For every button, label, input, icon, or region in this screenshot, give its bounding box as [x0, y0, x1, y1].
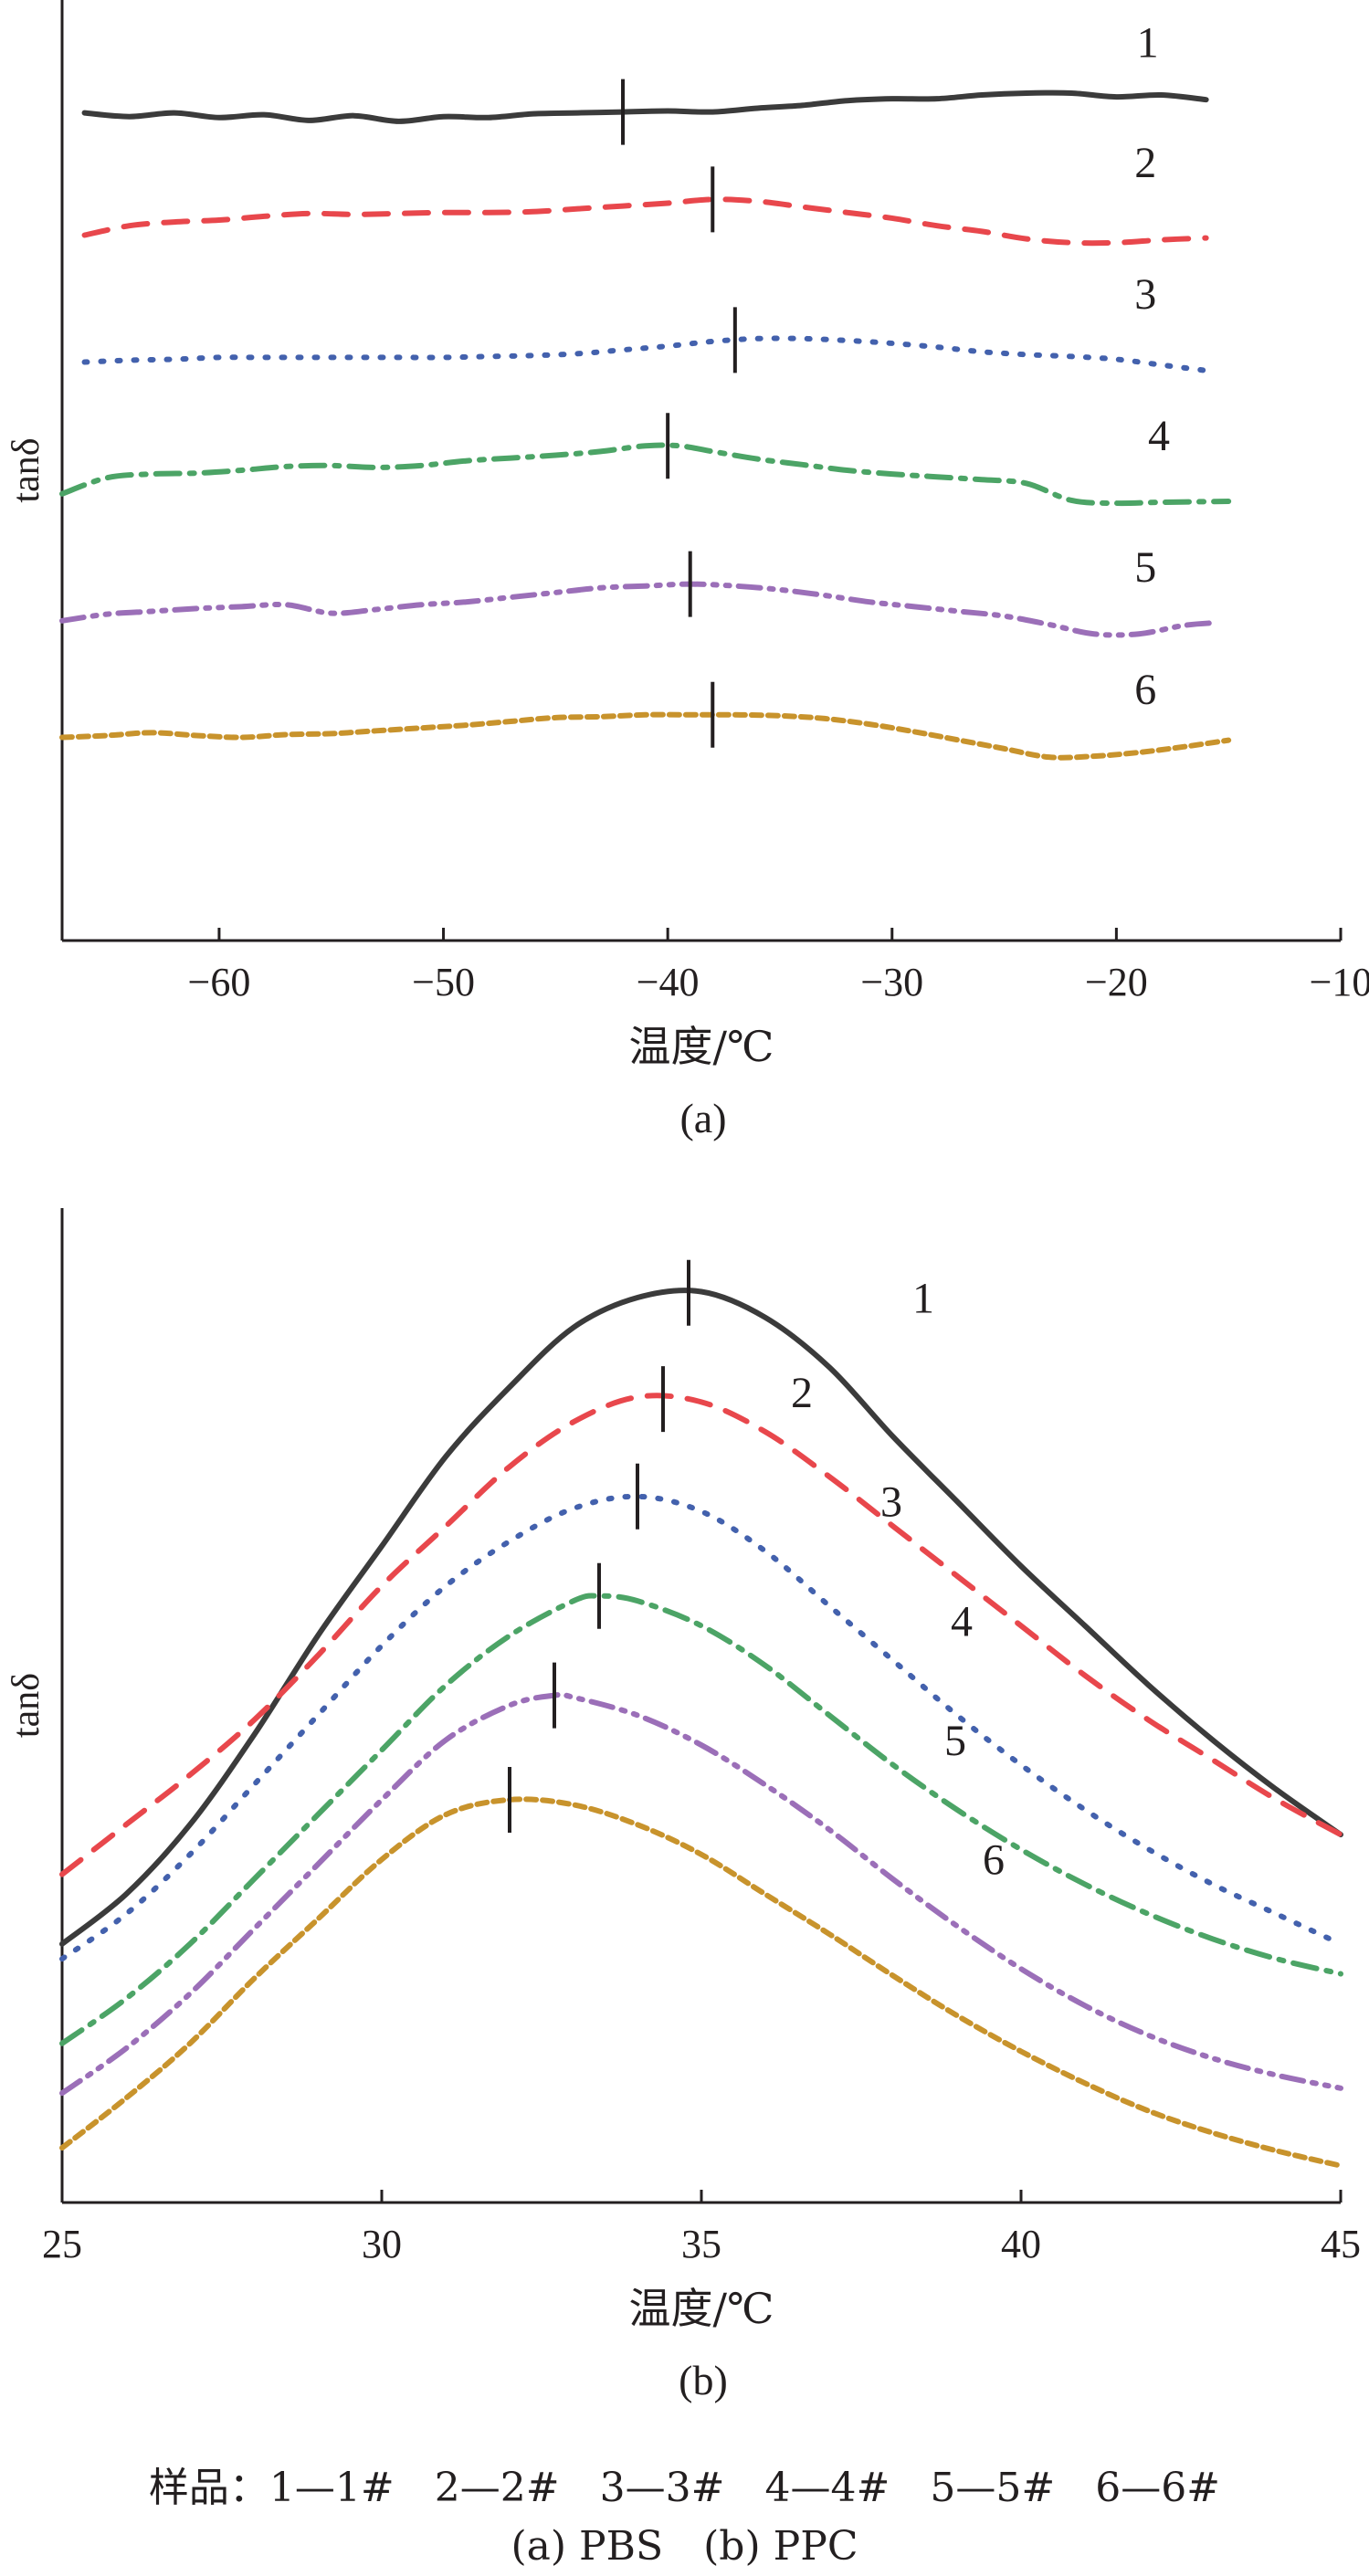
series-line-3	[81, 335, 1209, 373]
series-6: 6	[59, 1766, 1343, 2169]
series-label-2: 2	[1134, 139, 1156, 187]
x-tick-label: 35	[681, 2222, 721, 2266]
series-line-4	[59, 1593, 1343, 2046]
series-3: 3	[81, 270, 1209, 373]
series-label-3: 3	[1134, 270, 1156, 319]
series-1: 1	[81, 18, 1209, 145]
series-label-5: 5	[944, 1717, 966, 1765]
x-axis-label: 温度/℃	[629, 1022, 774, 1071]
figure-caption: (a) PBS (b) PPC	[511, 2523, 858, 2570]
x-tick-label: −20	[1085, 960, 1148, 1004]
series-2: 2	[59, 1366, 1343, 1877]
series-3: 3	[59, 1463, 1343, 1962]
series-line-5	[59, 1691, 1343, 2097]
series-6: 6	[59, 666, 1232, 761]
series-1: 1	[59, 1259, 1343, 1947]
series-4: 4	[59, 412, 1232, 507]
series-label-1: 1	[912, 1274, 934, 1322]
series-5: 5	[59, 543, 1220, 638]
panel-label: (b)	[679, 2357, 728, 2403]
x-tick-label: 40	[1001, 2222, 1041, 2266]
x-tick-label: 25	[42, 2222, 82, 2266]
y-axis-label: tanδ	[5, 437, 47, 502]
x-tick-label: −40	[637, 960, 700, 1004]
series-line-1	[81, 89, 1209, 124]
series-label-3: 3	[880, 1478, 902, 1527]
series-label-1: 1	[1137, 18, 1159, 67]
series-label-4: 4	[1148, 412, 1170, 460]
panel-label: (a)	[679, 1095, 726, 1141]
series-line-4	[59, 442, 1232, 507]
panel-a: −60 −50 −40 −30 −20 −10 温度/℃ tanδ (a) 1 2 3 4 5 6	[5, 0, 1369, 1141]
series-line-5	[59, 581, 1220, 638]
series-4: 4	[59, 1562, 1343, 2046]
sample-legend-line: 样品：1—1# 2—2# 3—3# 4—4# 5—5# 6—6#	[148, 2465, 1221, 2511]
series-line-6	[59, 711, 1232, 761]
x-tick-label: 45	[1321, 2222, 1361, 2266]
series-line-6	[59, 1796, 1343, 2169]
series-line-2	[81, 196, 1209, 247]
series-line-3	[59, 1493, 1343, 1962]
x-tick-label: −10	[1310, 960, 1369, 1004]
x-tick-label: −60	[188, 960, 251, 1004]
x-tick-label: −30	[860, 960, 923, 1004]
series-label-6: 6	[1134, 666, 1156, 714]
series-5: 5	[59, 1662, 1343, 2097]
series-line-2	[59, 1393, 1343, 1877]
series-label-4: 4	[951, 1597, 973, 1645]
series-label-6: 6	[983, 1836, 1005, 1885]
x-tick-label: 30	[362, 2222, 402, 2266]
y-axis-label: tanδ	[5, 1673, 47, 1738]
x-axis-label: 温度/℃	[629, 2284, 774, 2333]
series-label-2: 2	[791, 1369, 813, 1417]
x-tick-label: −50	[412, 960, 475, 1004]
series-label-5: 5	[1134, 543, 1156, 592]
series-line-1	[59, 1288, 1343, 1947]
series-2: 2	[81, 139, 1209, 247]
